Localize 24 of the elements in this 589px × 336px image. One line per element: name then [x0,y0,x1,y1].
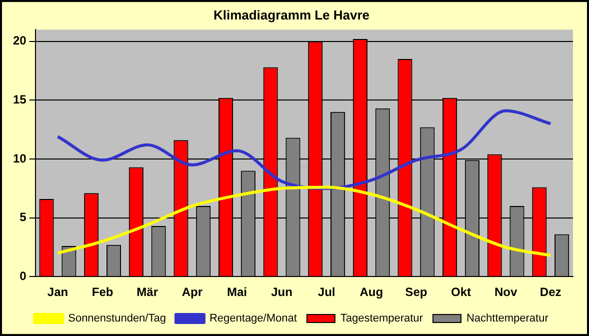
y-tick-label: 10 [12,151,27,166]
x-tick-label: Jul [318,285,336,300]
y-tick-label: 20 [12,34,27,48]
x-tick-label: Mär [136,285,158,300]
legend-label: Tagestemperatur [340,312,424,325]
chart-title: Klimadiagramm Le Havre [213,7,370,22]
line-series [56,109,552,190]
line-series [56,186,552,257]
y-tick-label: 0 [20,268,27,283]
y-tick-label: 15 [12,92,27,106]
legend-label: Sonnenstunden/Tag [68,312,166,325]
y-tick-label: 5 [20,210,27,224]
x-tick-label: Jun [271,285,292,300]
legend-label: Nachttemperatur [466,312,549,325]
x-tick-label: Feb [92,285,114,300]
x-tick-label: Okt [450,285,471,300]
x-tick-label: Apr [182,285,203,300]
x-tick-label: Nov [494,285,518,300]
x-tick-label: Mai [226,285,247,300]
x-tick-label: Aug [360,285,384,300]
legend-label: Regentage/Monat [209,312,297,325]
x-tick-label: Jan [47,285,68,300]
x-tick-label: Sep [405,285,428,300]
x-tick-label: Dez [540,285,562,300]
